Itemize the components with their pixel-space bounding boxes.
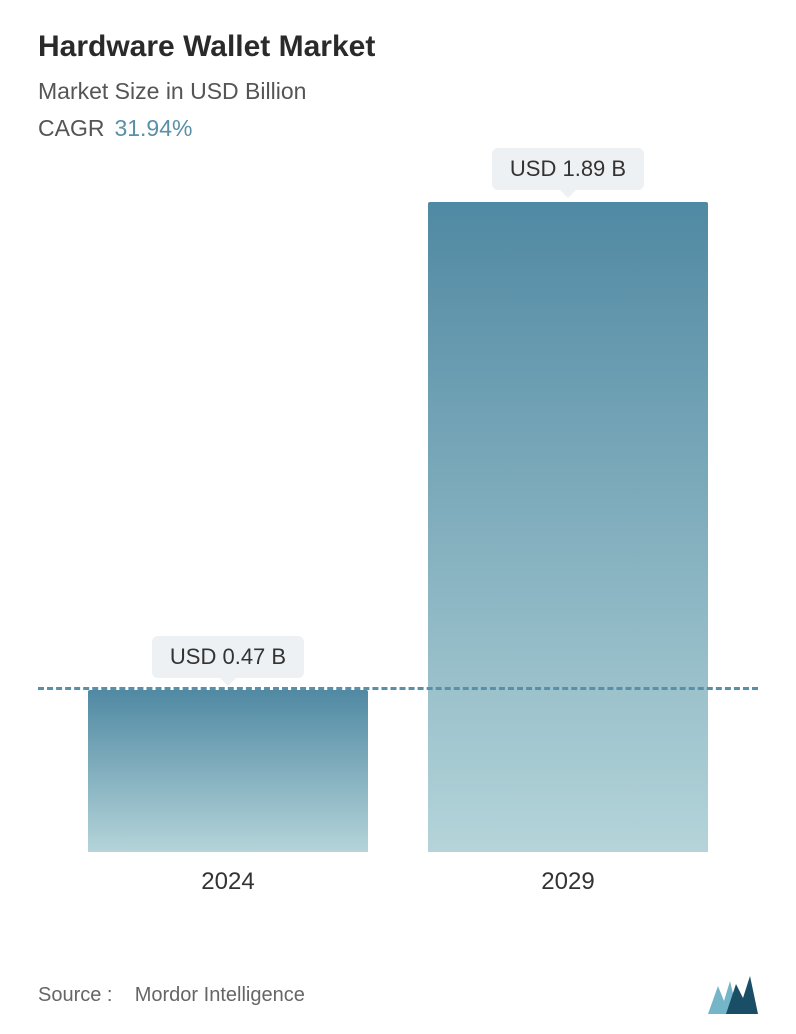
bar-value-label: USD 1.89 B bbox=[492, 148, 644, 190]
bar-2029 bbox=[428, 202, 708, 852]
brand-logo bbox=[708, 976, 758, 1014]
chart-subtitle: Market Size in USD Billion bbox=[38, 78, 758, 105]
bar-2024 bbox=[88, 690, 368, 852]
x-label-2024: 2024 bbox=[88, 868, 368, 896]
chart-area: USD 0.47 BUSD 1.89 B 2024 2029 bbox=[38, 152, 758, 912]
x-label-2029: 2029 bbox=[428, 868, 708, 896]
source-label: Source : bbox=[38, 984, 112, 1006]
x-axis-labels: 2024 2029 bbox=[38, 852, 758, 896]
brand-logo-icon bbox=[708, 976, 758, 1014]
chart-title: Hardware Wallet Market bbox=[38, 30, 758, 64]
bar-group-2029: USD 1.89 B bbox=[428, 148, 708, 852]
bar-value-label: USD 0.47 B bbox=[152, 636, 304, 678]
cagr-value: 31.94% bbox=[114, 115, 192, 142]
footer: Source : Mordor Intelligence bbox=[38, 976, 758, 1014]
cagr-row: CAGR 31.94% bbox=[38, 115, 758, 142]
reference-line bbox=[38, 687, 758, 690]
source-name: Mordor Intelligence bbox=[135, 984, 305, 1006]
bar-group-2024: USD 0.47 B bbox=[88, 636, 368, 852]
source-text: Source : Mordor Intelligence bbox=[38, 984, 305, 1007]
bars-container: USD 0.47 BUSD 1.89 B bbox=[38, 152, 758, 852]
cagr-label: CAGR bbox=[38, 115, 104, 142]
